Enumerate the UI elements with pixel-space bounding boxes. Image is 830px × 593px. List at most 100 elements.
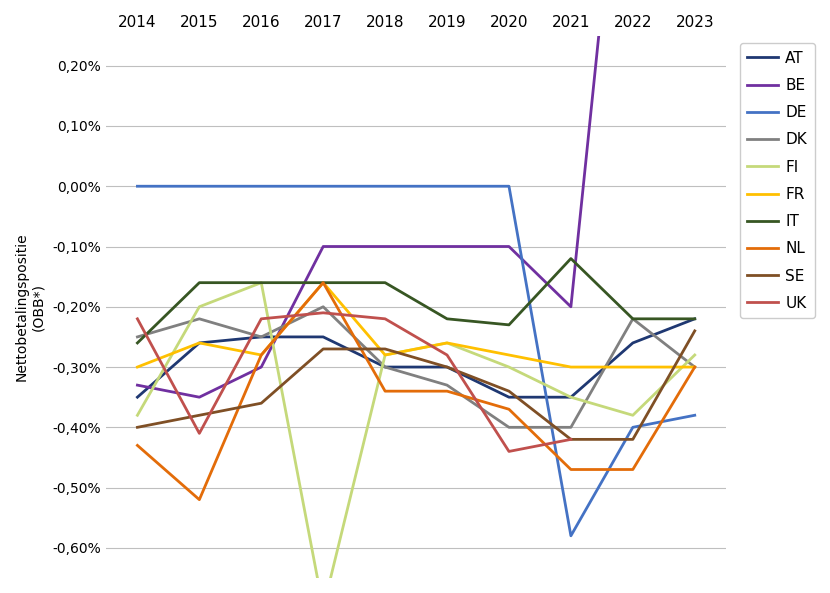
DE [256, 183, 266, 190]
DE [133, 183, 143, 190]
SE [504, 388, 514, 395]
DK [380, 364, 390, 371]
DK [194, 315, 204, 323]
DK [504, 424, 514, 431]
IT [194, 279, 204, 286]
BE [566, 303, 576, 310]
DE [566, 533, 576, 540]
FR [504, 352, 514, 359]
AT [627, 339, 637, 346]
NL [442, 388, 452, 395]
AT [256, 333, 266, 340]
FR [566, 364, 576, 371]
DE [504, 183, 514, 190]
DE [690, 412, 700, 419]
IT [504, 321, 514, 329]
IT [690, 315, 700, 323]
NL [318, 279, 328, 286]
SE [380, 345, 390, 352]
IT [256, 279, 266, 286]
BE [442, 243, 452, 250]
FI [380, 352, 390, 359]
NL [133, 442, 143, 449]
FR [318, 279, 328, 286]
FI [690, 352, 700, 359]
FR [133, 364, 143, 371]
Line: DK: DK [138, 307, 695, 428]
AT [566, 394, 576, 401]
SE [627, 436, 637, 443]
SE [442, 364, 452, 371]
NL [627, 466, 637, 473]
UK [566, 436, 576, 443]
FR [380, 352, 390, 359]
FI [442, 339, 452, 346]
SE [133, 424, 143, 431]
UK [442, 352, 452, 359]
BE [318, 243, 328, 250]
DK [627, 315, 637, 323]
Line: BE: BE [138, 0, 695, 397]
Y-axis label: Nettobetalingspositie
(OBB*): Nettobetalingspositie (OBB*) [15, 232, 45, 381]
FR [442, 339, 452, 346]
AT [194, 339, 204, 346]
FI [256, 279, 266, 286]
Line: SE: SE [138, 331, 695, 439]
AT [690, 315, 700, 323]
Line: AT: AT [138, 319, 695, 397]
DE [627, 424, 637, 431]
BE [256, 364, 266, 371]
FR [690, 364, 700, 371]
DK [442, 381, 452, 388]
UK [194, 430, 204, 437]
Legend: AT, BE, DE, DK, FI, FR, IT, NL, SE, UK: AT, BE, DE, DK, FI, FR, IT, NL, SE, UK [740, 43, 815, 318]
DK [690, 364, 700, 371]
NL [566, 466, 576, 473]
IT [318, 279, 328, 286]
DK [256, 333, 266, 340]
NL [256, 352, 266, 359]
AT [442, 364, 452, 371]
BE [504, 243, 514, 250]
IT [133, 339, 143, 346]
Line: FI: FI [138, 283, 695, 593]
DE [318, 183, 328, 190]
UK [133, 315, 143, 323]
FI [504, 364, 514, 371]
AT [380, 364, 390, 371]
SE [566, 436, 576, 443]
FI [627, 412, 637, 419]
NL [380, 388, 390, 395]
UK [256, 315, 266, 323]
Line: DE: DE [138, 186, 695, 536]
Line: UK: UK [138, 313, 571, 451]
SE [318, 345, 328, 352]
DE [442, 183, 452, 190]
FR [627, 364, 637, 371]
BE [133, 381, 143, 388]
UK [380, 315, 390, 323]
NL [194, 496, 204, 503]
UK [504, 448, 514, 455]
IT [627, 315, 637, 323]
FI [133, 412, 143, 419]
BE [380, 243, 390, 250]
NL [504, 406, 514, 413]
Line: NL: NL [138, 283, 695, 500]
IT [380, 279, 390, 286]
DE [194, 183, 204, 190]
DK [566, 424, 576, 431]
IT [566, 255, 576, 262]
SE [194, 412, 204, 419]
AT [504, 394, 514, 401]
AT [133, 394, 143, 401]
SE [256, 400, 266, 407]
Line: IT: IT [138, 259, 695, 343]
SE [690, 327, 700, 334]
DK [133, 333, 143, 340]
DK [318, 303, 328, 310]
IT [442, 315, 452, 323]
FI [194, 303, 204, 310]
UK [318, 309, 328, 316]
Line: FR: FR [138, 283, 695, 367]
